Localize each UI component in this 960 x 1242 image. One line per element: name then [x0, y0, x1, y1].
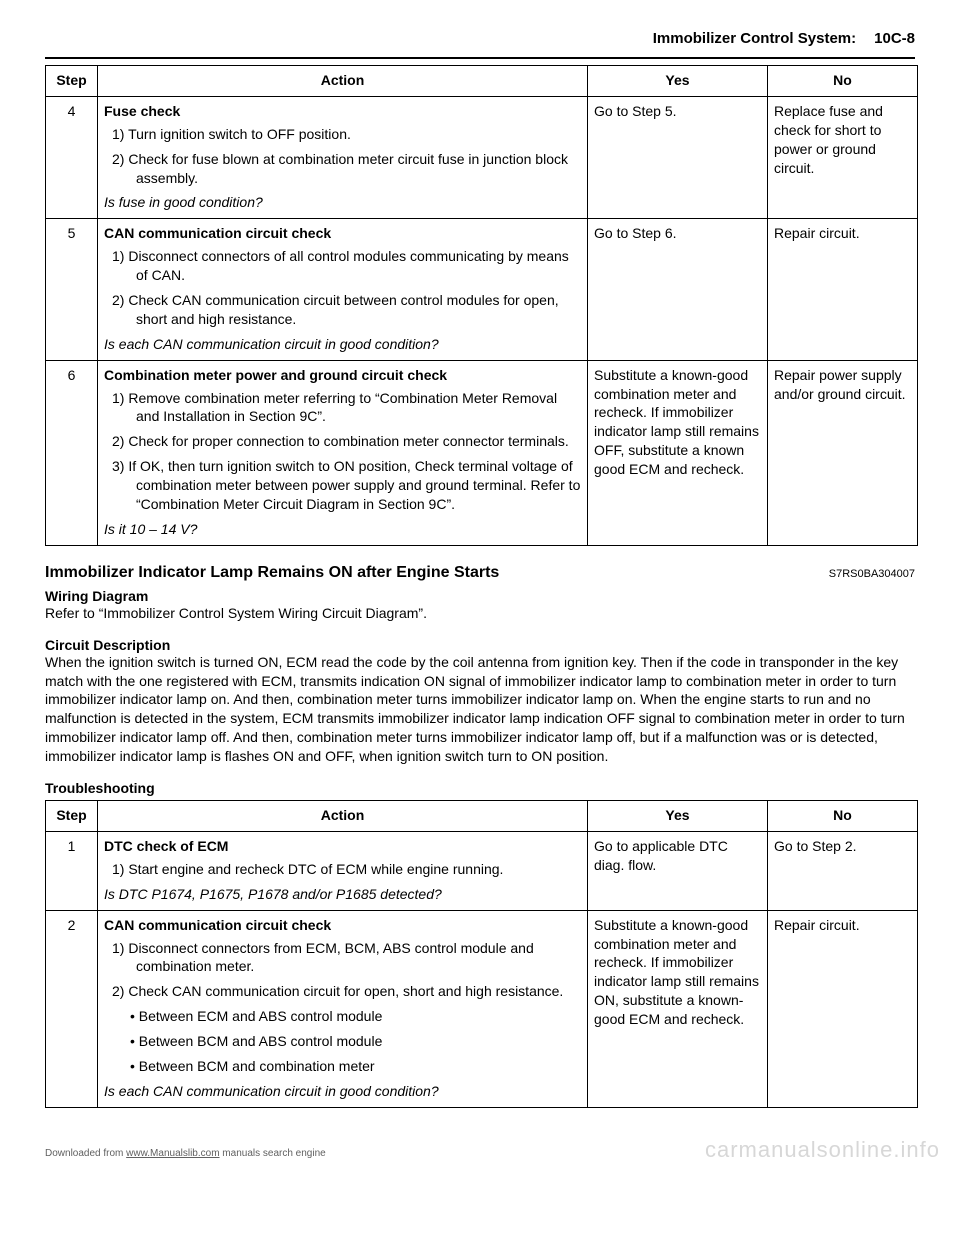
cell-action: Combination meter power and ground circu…: [98, 360, 588, 545]
list-item: 1) Turn ignition switch to OFF position.: [104, 125, 581, 144]
table-header-row: Step Action Yes No: [46, 801, 918, 832]
action-title: CAN communication circuit check: [104, 224, 581, 243]
footer-pre: Downloaded from: [45, 1148, 126, 1159]
table-row: 6 Combination meter power and ground cir…: [46, 360, 918, 545]
th-step: Step: [46, 66, 98, 97]
cell-no: Repair circuit.: [768, 910, 918, 1107]
table-row: 4 Fuse check 1) Turn ignition switch to …: [46, 96, 918, 218]
cell-no: Replace fuse and check for short to powe…: [768, 96, 918, 218]
troubleshoot-heading: Troubleshooting: [45, 780, 915, 796]
circuit-text: When the ignition switch is turned ON, E…: [45, 653, 915, 766]
cell-step: 4: [46, 96, 98, 218]
cell-step: 6: [46, 360, 98, 545]
cell-action: Fuse check 1) Turn ignition switch to OF…: [98, 96, 588, 218]
th-no: No: [768, 801, 918, 832]
action-question: Is it 10 – 14 V?: [104, 520, 581, 539]
action-title: CAN communication circuit check: [104, 916, 581, 935]
list-item: 2) Check for proper connection to combin…: [104, 432, 581, 451]
th-step: Step: [46, 801, 98, 832]
action-list: 1) Disconnect connectors of all control …: [104, 247, 581, 329]
cell-step: 5: [46, 219, 98, 360]
action-list: 1) Turn ignition switch to OFF position.…: [104, 125, 581, 188]
th-yes: Yes: [588, 801, 768, 832]
action-list: 1) Disconnect connectors from ECM, BCM, …: [104, 939, 581, 1002]
action-question: Is fuse in good condition?: [104, 193, 581, 212]
troubleshoot-table-2: Step Action Yes No 1 DTC check of ECM 1)…: [45, 800, 918, 1108]
cell-action: CAN communication circuit check 1) Disco…: [98, 219, 588, 360]
list-item: 1) Remove combination meter referring to…: [104, 389, 581, 427]
cell-yes: Go to Step 5.: [588, 96, 768, 218]
action-question: Is each CAN communication circuit in goo…: [104, 1082, 581, 1101]
list-item: 1) Start engine and recheck DTC of ECM w…: [104, 860, 581, 879]
circuit-heading: Circuit Description: [45, 637, 915, 653]
cell-no: Repair circuit.: [768, 219, 918, 360]
cell-no: Go to Step 2.: [768, 831, 918, 910]
th-action: Action: [98, 66, 588, 97]
cell-no: Repair power supply and/or ground circui…: [768, 360, 918, 545]
cell-yes: Go to Step 6.: [588, 219, 768, 360]
th-yes: Yes: [588, 66, 768, 97]
cell-action: CAN communication circuit check 1) Disco…: [98, 910, 588, 1107]
bullet-list: • Between ECM and ABS control module • B…: [104, 1007, 581, 1076]
list-item: 1) Disconnect connectors of all control …: [104, 247, 581, 285]
action-list: 1) Start engine and recheck DTC of ECM w…: [104, 860, 581, 879]
action-title: Combination meter power and ground circu…: [104, 366, 581, 385]
wiring-heading: Wiring Diagram: [45, 588, 915, 604]
list-item: 2) Check for fuse blown at combination m…: [104, 150, 581, 188]
troubleshoot-table-1: Step Action Yes No 4 Fuse check 1) Turn …: [45, 65, 918, 546]
cell-yes: Substitute a known-good combination mete…: [588, 910, 768, 1107]
footer-link[interactable]: www.Manualslib.com: [126, 1148, 219, 1159]
th-no: No: [768, 66, 918, 97]
header-title: Immobilizer Control System:: [653, 30, 856, 47]
table-header-row: Step Action Yes No: [46, 66, 918, 97]
watermark: carmanualsonline.info: [705, 1137, 940, 1163]
list-item: • Between BCM and ABS control module: [130, 1032, 581, 1051]
list-item: • Between BCM and combination meter: [130, 1057, 581, 1076]
wiring-text: Refer to “Immobilizer Control System Wir…: [45, 604, 915, 623]
list-item: • Between ECM and ABS control module: [130, 1007, 581, 1026]
cell-step: 2: [46, 910, 98, 1107]
cell-yes: Go to applicable DTC diag. flow.: [588, 831, 768, 910]
list-item: 1) Disconnect connectors from ECM, BCM, …: [104, 939, 581, 977]
list-item: 3) If OK, then turn ignition switch to O…: [104, 457, 581, 514]
table-row: 1 DTC check of ECM 1) Start engine and r…: [46, 831, 918, 910]
cell-yes: Substitute a known-good combination mete…: [588, 360, 768, 545]
header-page: 10C-8: [874, 30, 915, 47]
table-row: 2 CAN communication circuit check 1) Dis…: [46, 910, 918, 1107]
action-title: Fuse check: [104, 102, 581, 121]
header-rule: [45, 57, 915, 59]
action-question: Is DTC P1674, P1675, P1678 and/or P1685 …: [104, 885, 581, 904]
list-item: 2) Check CAN communication circuit betwe…: [104, 291, 581, 329]
footer-post: manuals search engine: [220, 1148, 326, 1159]
action-title: DTC check of ECM: [104, 837, 581, 856]
th-action: Action: [98, 801, 588, 832]
action-list: 1) Remove combination meter referring to…: [104, 389, 581, 514]
page-header: Immobilizer Control System: 10C-8: [45, 30, 915, 47]
table-row: 5 CAN communication circuit check 1) Dis…: [46, 219, 918, 360]
list-item: 2) Check CAN communication circuit for o…: [104, 982, 581, 1001]
action-question: Is each CAN communication circuit in goo…: [104, 335, 581, 354]
cell-action: DTC check of ECM 1) Start engine and rec…: [98, 831, 588, 910]
cell-step: 1: [46, 831, 98, 910]
